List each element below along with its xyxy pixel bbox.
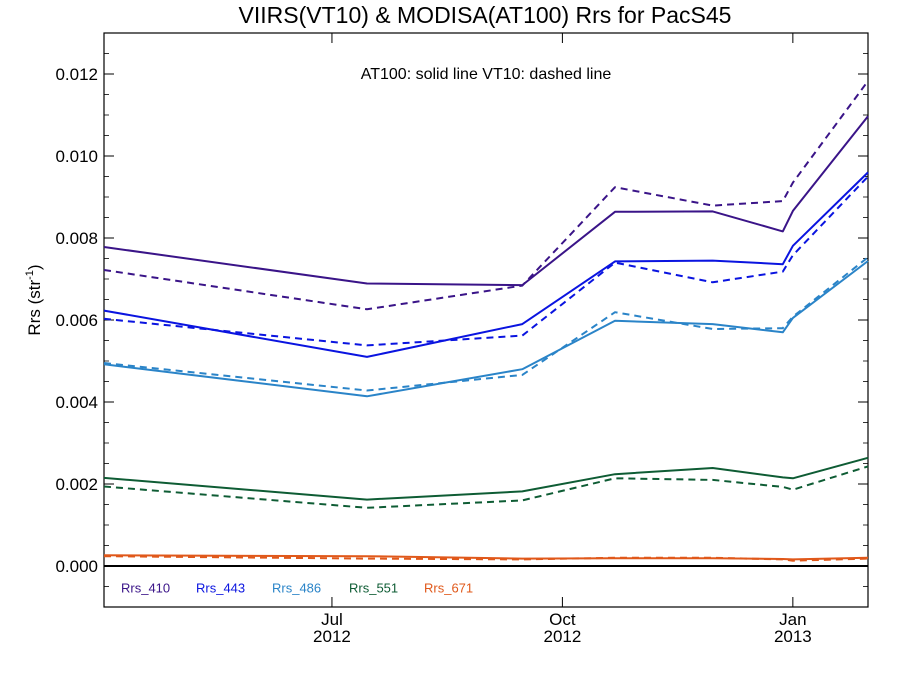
y-axis-label-close: )	[25, 264, 44, 270]
y-tick-label: 0.012	[55, 65, 98, 84]
y-tick-label: 0.010	[55, 147, 98, 166]
x-tick-label-year: 2012	[313, 627, 351, 646]
series-line-rrs-486-solid	[103, 260, 869, 398]
y-axis-label-superscript: -1	[24, 270, 36, 280]
x-tick-label-year: 2013	[774, 627, 812, 646]
x-tick-label-month: Jan	[779, 610, 806, 629]
y-tick-label: 0.004	[55, 393, 98, 412]
plot-area: 0.0000.0020.0040.0060.0080.0100.012Jul20…	[55, 32, 869, 646]
legend-entry-rrs-671: Rrs_671	[424, 581, 473, 596]
y-tick-label: 0.002	[55, 475, 98, 494]
legend-entry-rrs-551: Rrs_551	[349, 581, 398, 596]
legend-entry-rrs-410: Rrs_410	[121, 581, 170, 596]
series-line-rrs-551-solid	[103, 456, 869, 501]
x-tick-label-month: Jul	[321, 610, 343, 629]
series-line-rrs-443-dashed	[103, 175, 869, 347]
y-tick-label: 0.000	[55, 557, 98, 576]
series-line-rrs-671-solid	[103, 554, 869, 561]
x-tick-label-month: Oct	[549, 610, 576, 629]
legend-entry-rrs-486: Rrs_486	[272, 581, 321, 596]
legend-entry-rrs-443: Rrs_443	[196, 581, 245, 596]
series-line-rrs-551-dashed	[103, 465, 869, 509]
series-line-rrs-486-dashed	[103, 256, 869, 392]
y-axis-label-text: Rrs (str	[25, 280, 44, 336]
series-line-rrs-410-solid	[103, 115, 869, 287]
line-style-annotation: AT100: solid line VT10: dashed line	[361, 66, 612, 83]
y-tick-label: 0.008	[55, 229, 98, 248]
y-tick-label: 0.006	[55, 311, 98, 330]
x-tick-label-year: 2012	[543, 627, 581, 646]
series-line-rrs-671-dashed	[103, 555, 869, 562]
legend: Rrs_410 Rrs_443 Rrs_486 Rrs_551 Rrs_671	[121, 581, 473, 596]
series-line-rrs-443-solid	[103, 171, 869, 358]
plot-frame	[103, 32, 869, 608]
chart-title: VIIRS(VT10) & MODISA(AT100) Rrs for PacS…	[239, 2, 732, 28]
series-line-rrs-410-dashed	[103, 80, 869, 311]
y-axis-label: Rrs (str-1)	[24, 264, 44, 335]
